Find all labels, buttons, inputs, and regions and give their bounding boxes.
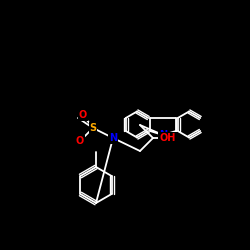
Text: O: O [76,136,84,146]
Text: S: S [90,123,96,133]
Text: OH: OH [160,133,176,143]
Text: N: N [109,133,117,143]
Text: N: N [159,130,167,140]
Text: O: O [79,110,87,120]
